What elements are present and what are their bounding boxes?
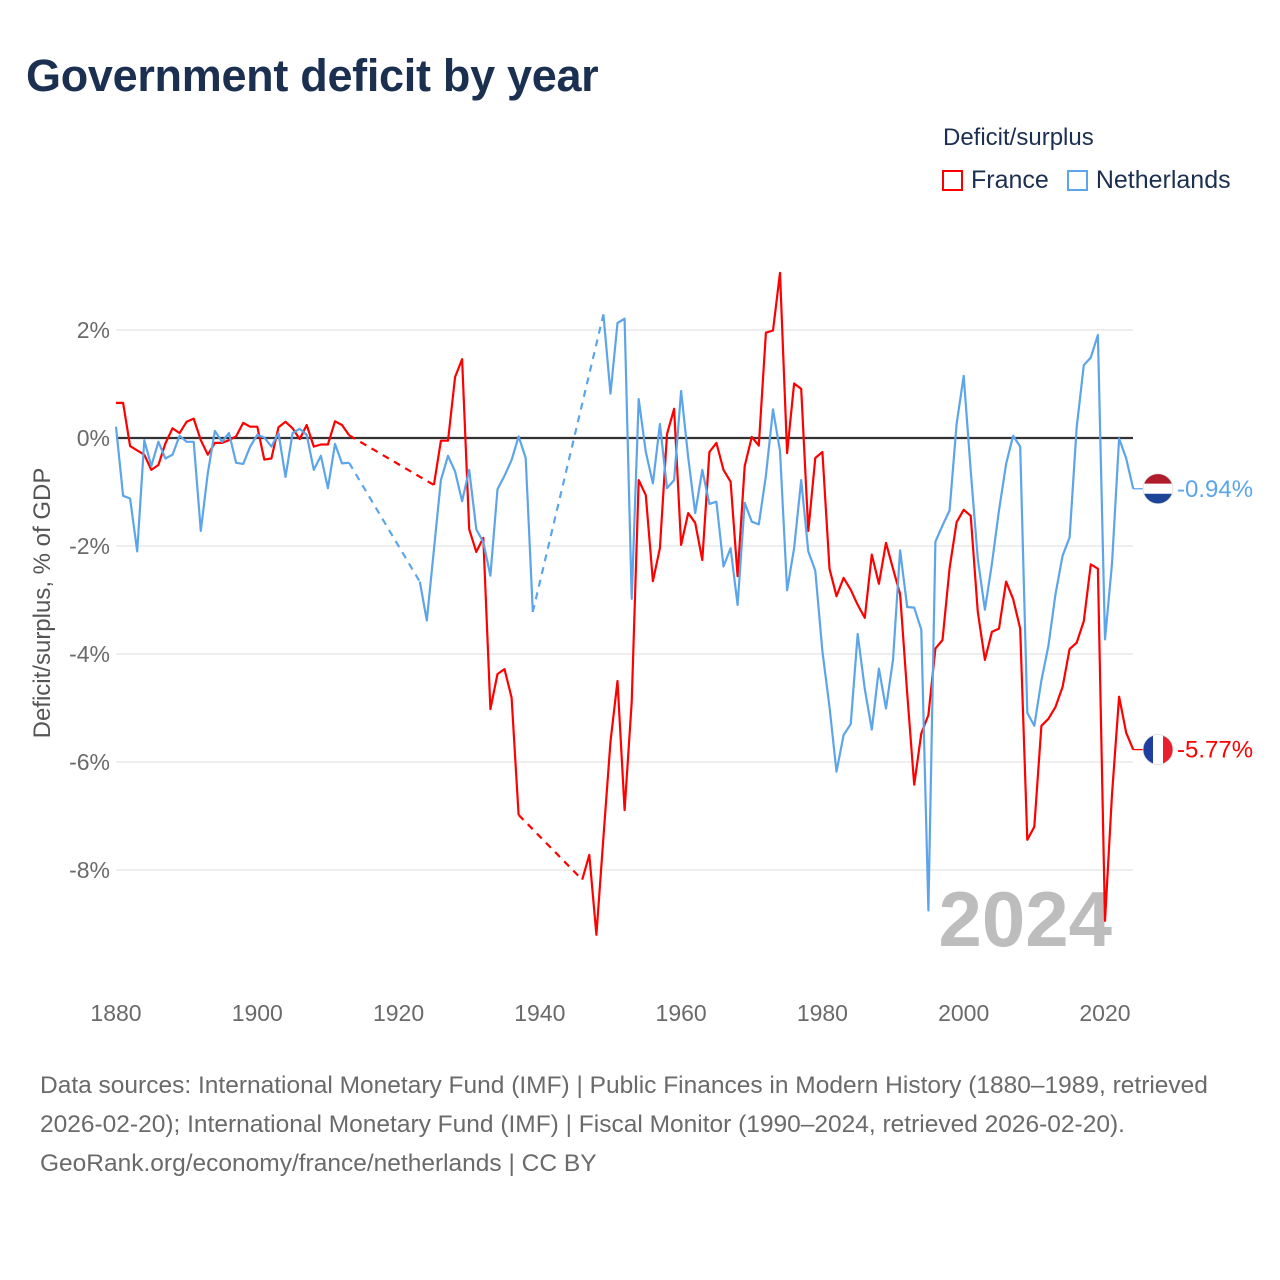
x-tick-label: 1960 xyxy=(656,1000,707,1026)
credit-link[interactable]: GeoRank.org/economy/france/netherlands |… xyxy=(40,1150,597,1177)
end-labels: -5.77% -0.94% xyxy=(1133,473,1253,765)
legend-item-netherlands[interactable]: Netherlands xyxy=(1066,166,1231,195)
france-line-segment xyxy=(581,271,1135,936)
legend-title: Deficit/surplus xyxy=(943,124,1094,151)
france-line-segment xyxy=(116,401,351,471)
netherlands-flag-icon xyxy=(1143,473,1173,504)
gridlines xyxy=(116,329,1133,871)
france-gap-dashed-line xyxy=(348,434,435,486)
y-tick-label: -4% xyxy=(69,641,110,667)
legend-swatch-netherlands xyxy=(1066,170,1088,191)
x-tick-label: 2020 xyxy=(1079,1000,1130,1026)
netherlands-end-value-label: -0.94% xyxy=(1177,476,1253,503)
france-end-value-label: -5.77% xyxy=(1177,737,1253,764)
france-line-segment xyxy=(432,358,520,815)
current-year-watermark: 2024 xyxy=(938,875,1112,963)
footer: Data sources: International Monetary Fun… xyxy=(40,1066,1250,1183)
x-axis-ticks: 1880 1900 1920 1940 1960 1980 2000 2020 xyxy=(90,1000,1130,1026)
x-tick-label: 2000 xyxy=(938,1000,989,1026)
series-lines xyxy=(114,271,1135,936)
netherlands-gap-dashed-line xyxy=(531,314,605,613)
x-tick-label: 1940 xyxy=(514,1000,565,1026)
france-gap-dashed-line xyxy=(517,814,584,881)
legend-label-france: France xyxy=(971,166,1049,194)
x-tick-label: 1900 xyxy=(232,1000,283,1026)
y-tick-label: 0% xyxy=(77,425,110,451)
france-flag-icon xyxy=(1143,734,1173,765)
y-tick-label: -2% xyxy=(69,533,110,559)
netherlands-line-segment xyxy=(114,426,350,553)
netherlands-gap-dashed-line xyxy=(348,462,421,583)
data-sources: Data sources: International Monetary Fun… xyxy=(40,1072,1208,1138)
netherlands-line-segment xyxy=(418,435,534,622)
y-axis-ticks: 2% 0% -2% -4% -6% -8% xyxy=(69,317,110,883)
x-tick-label: 1920 xyxy=(373,1000,424,1026)
page-title: Government deficit by year xyxy=(26,50,599,101)
x-tick-label: 1880 xyxy=(90,1000,141,1026)
y-tick-label: 2% xyxy=(77,317,110,343)
legend-label-netherlands: Netherlands xyxy=(1095,166,1231,194)
y-tick-label: -6% xyxy=(69,749,110,775)
y-tick-label: -8% xyxy=(69,857,110,883)
legend-swatch-france xyxy=(942,170,963,191)
legend-item-france[interactable]: France xyxy=(942,166,1049,195)
netherlands-line-segment xyxy=(602,314,1135,912)
legend: France Netherlands xyxy=(942,166,1249,195)
x-tick-label: 1980 xyxy=(797,1000,848,1026)
y-axis-title: Deficit/surplus, % of GDP xyxy=(29,468,56,739)
